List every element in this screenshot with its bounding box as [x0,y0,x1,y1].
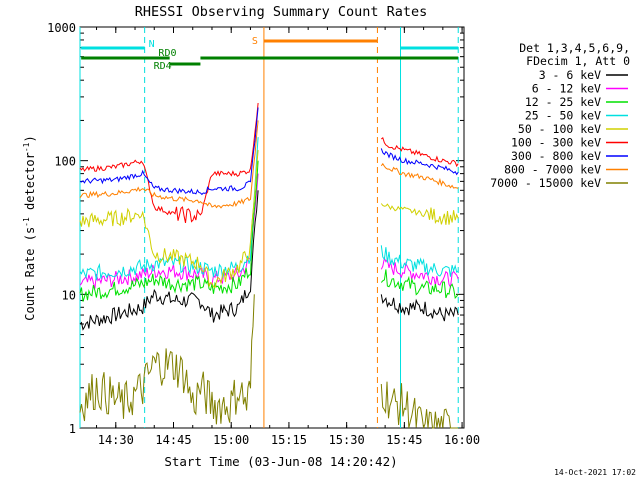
series-line [79,137,259,281]
vertical-markers [79,27,459,428]
flag-label: RD4 [154,61,172,72]
series-line [380,381,459,429]
flag-label: S [252,36,258,47]
legend-item-label: 6 - 12 keV [532,82,601,96]
series-line [380,294,459,322]
series-line [380,269,459,299]
legend-item-label: 300 - 800 keV [511,149,601,163]
y-axis-label-mid: detector [23,152,37,217]
legend-item-label: 800 - 7000 keV [504,163,601,177]
x-tick-label: 14:45 [155,433,191,447]
legend-header-line2: FDecim 1, Att 0 [526,54,630,68]
x-tick-label: 16:00 [444,433,480,447]
x-tick-label: 14:30 [98,433,134,447]
axis-ticks: 14:30 14:45 15:00 15:15 15:30 15:45 16:00 1 10 10… [47,21,480,447]
series-line [380,136,459,168]
series-line [79,107,259,196]
x-axis-label: Start Time (03-Jun-08 14:20:42) [164,454,397,469]
series-line [380,245,459,277]
series-line [380,162,459,189]
footer-date: 14-Oct-2021 17:02 [554,468,636,477]
y-tick-label: 10 [62,288,76,302]
series-line [79,102,259,224]
flag-bars: N S RD0 RD4 [81,36,459,72]
series-line [79,120,259,209]
series-line [79,190,259,331]
series-line [79,160,259,302]
series-line [79,150,259,289]
y-tick-label: 100 [54,155,76,169]
chart-title: RHESSI Observing Summary Count Rates [135,4,428,20]
legend-item-label: 3 - 6 keV [539,68,601,82]
legend-item-label: 25 - 50 keV [525,109,601,123]
series-line [380,148,459,176]
y-tick-label: 1000 [47,21,76,35]
series-line [79,294,255,425]
legend-item-label: 50 - 100 keV [518,122,601,136]
x-tick-label: 15:30 [329,433,365,447]
y-axis-label-sup2: -1 [22,142,31,152]
series-line [79,173,259,289]
series-lines [79,102,459,429]
y-tick-label: 1 [69,422,76,436]
legend-item-label: 12 - 25 keV [525,95,601,109]
series-line [380,203,459,225]
series-line [380,256,459,289]
y-axis-label: Count Rate (s-1 detector-1) [22,135,37,320]
legend-header-line1: Det 1,3,4,5,6,9, [519,41,630,55]
legend-item-label: 100 - 300 keV [511,136,601,150]
y-axis-label-end: ) [23,135,37,142]
x-tick-label: 15:45 [386,433,422,447]
x-tick-label: 15:00 [213,433,249,447]
flag-label: N [149,39,155,50]
legend-item-label: 7000 - 15000 keV [490,176,601,190]
x-tick-label: 15:15 [271,433,307,447]
y-axis-label-sup1: -1 [22,217,31,227]
y-axis-label-main: Count Rate (s [23,227,37,321]
flag-label: RD0 [158,48,176,59]
